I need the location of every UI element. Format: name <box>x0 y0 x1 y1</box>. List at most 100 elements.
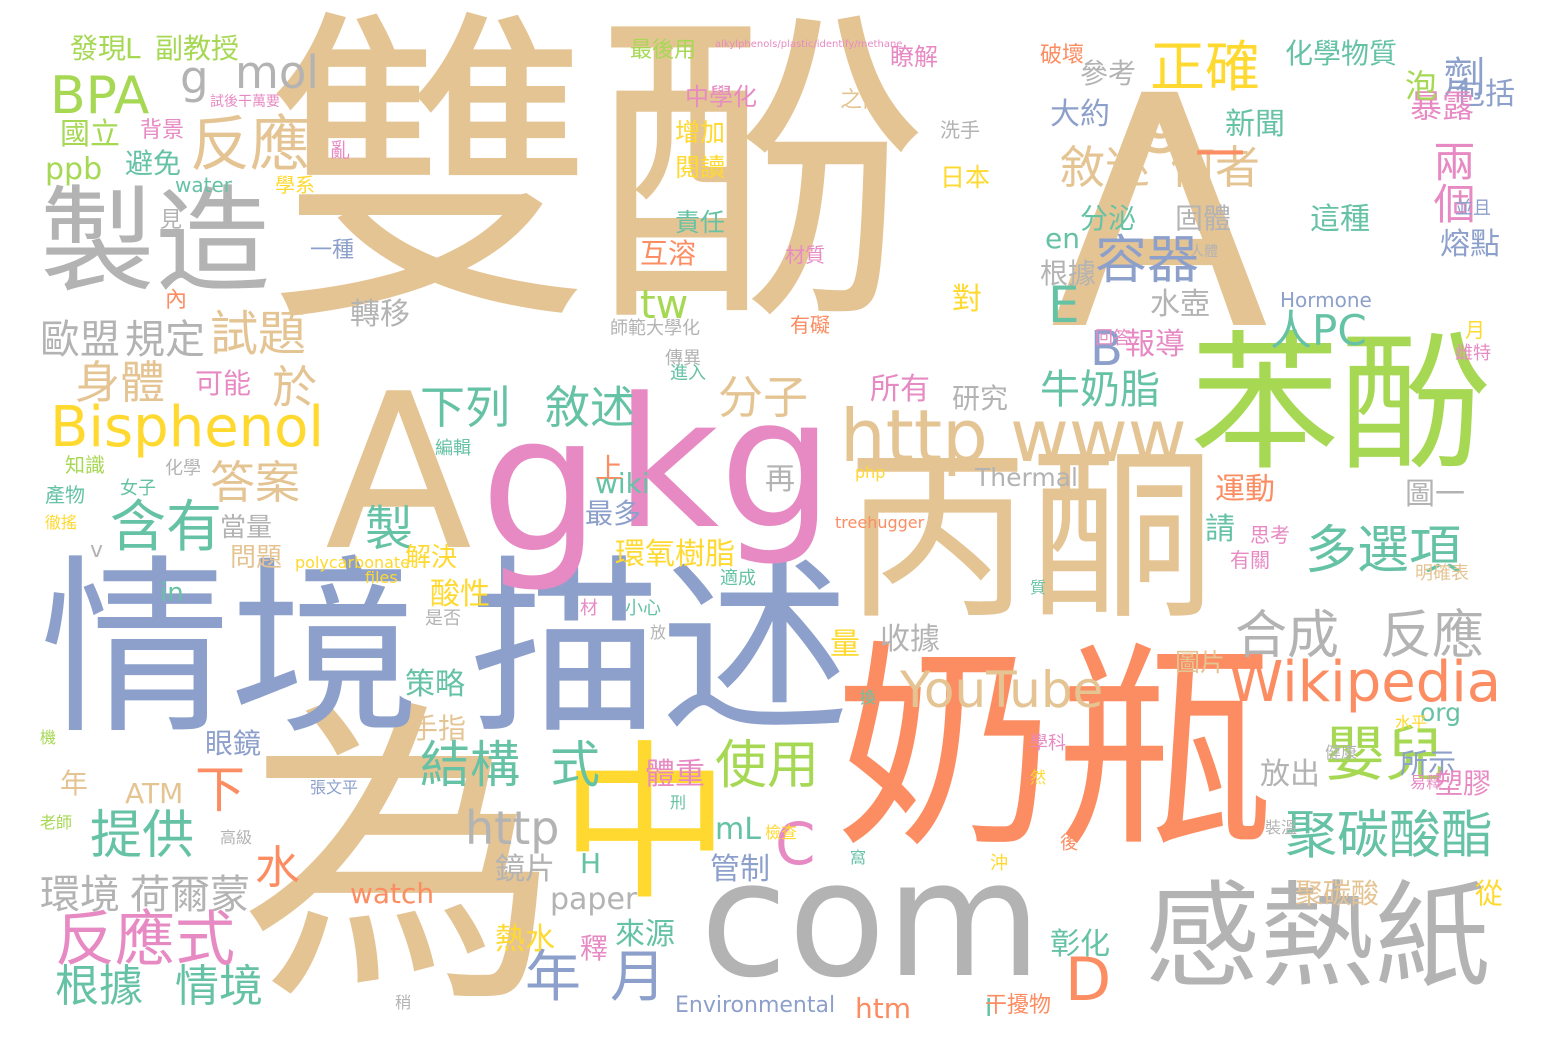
word-cjk-158: 有礙 <box>790 313 830 337</box>
word-cjk-93: 對 <box>952 282 982 317</box>
word-cjk-111: 放出 <box>1260 757 1320 792</box>
word-hormone-157: Hormone <box>1280 288 1372 312</box>
word-cjk-134: 當量 <box>220 513 273 543</box>
word-cjk-172: 徹搖 <box>45 513 78 532</box>
word-www-16: www <box>1010 394 1187 478</box>
word-cjk-78: 新聞 <box>1225 107 1285 142</box>
word-htm-131: htm <box>855 992 911 1025</box>
word-mol-23: mol <box>235 46 319 99</box>
word-cjk-162: 月 <box>1465 318 1485 342</box>
word-cjk-177: 思考 <box>1250 523 1290 547</box>
word-cjk-43: 反應式 <box>55 905 235 975</box>
word-cjk-107: 量 <box>830 627 860 662</box>
word-cjk-83: 熔點 <box>1440 227 1500 262</box>
word-cjk-112: 所示 <box>1400 747 1457 780</box>
word-php-175: php <box>855 463 886 482</box>
word-paper-120: paper <box>550 882 638 917</box>
word-h-118: H <box>580 847 602 880</box>
word-cjk-125: 熱水 <box>495 922 555 957</box>
word-cjk-63: 荷爾蒙 <box>130 872 250 918</box>
word-cjk-0: 雙酚 <box>265 0 925 367</box>
word-cjk-151: 亂 <box>330 138 350 162</box>
word-cjk-199: 窩 <box>850 848 867 867</box>
word-cjk-89: 水壺 <box>1150 287 1210 322</box>
word-cjk-182: 材 <box>580 598 598 619</box>
word-ml-117: mL <box>715 812 761 847</box>
word-cjk-71: 避免 <box>125 147 182 180</box>
word-cjk-102: 最多 <box>585 497 642 530</box>
word-cjk-123: 年 <box>60 767 89 800</box>
word-a-8: A <box>325 347 473 598</box>
word-cjk-109: 手指 <box>410 712 467 745</box>
word-cjk-11: 中 <box>560 726 731 924</box>
word-d-58: D <box>1065 945 1112 1015</box>
word-cjk-169: 化學 <box>165 458 201 479</box>
word-cjk-7: 苯酚 <box>1190 318 1491 492</box>
word-e-31: E <box>1048 276 1080 334</box>
word-cjk-185: 是否 <box>425 608 461 629</box>
word-g-9: g <box>480 374 601 595</box>
word-cjk-5: 描述 <box>470 539 851 760</box>
word-cjk-21: 反應 <box>190 110 310 180</box>
word-cjk-6: 丙酮 <box>845 429 1215 645</box>
word-cjk-127: 彰化 <box>1050 927 1110 962</box>
word-cjk-50: 敘述 <box>545 381 636 434</box>
word-cjk-142: 增加 <box>675 118 726 147</box>
word-cjk-164: 師範大學化 <box>610 318 700 339</box>
word-cjk-24: 正確 <box>1150 35 1261 99</box>
word-cjk-105: 策略 <box>405 667 465 702</box>
word-cjk-47: 月 <box>610 945 666 1010</box>
word-l-67: L <box>125 32 141 65</box>
word-cjk-136: 解決 <box>405 543 458 573</box>
word-cjk-154: 見 <box>160 208 183 233</box>
word-cjk-62: 環境 <box>40 872 120 918</box>
word-cjk-85: 分泌 <box>1080 202 1137 235</box>
word-cjk-190: 健康 <box>1325 743 1358 762</box>
word-cjk-170: 產物 <box>45 483 85 507</box>
word-cjk-196: 機 <box>40 728 57 747</box>
word-cjk-99: 再 <box>765 462 795 497</box>
word-cjk-138: 可能 <box>195 367 252 400</box>
word-cjk-55: 身體 <box>75 356 166 409</box>
word-com-12: com <box>700 826 1042 1013</box>
word-cjk-178: 有關 <box>1230 548 1270 572</box>
word-cjk-66: 發現 <box>70 32 127 65</box>
word-cjk-13: 感熱紙 <box>1145 870 1491 1004</box>
word-cjk-30: 容器 <box>1095 231 1200 291</box>
word-cjk-80: 暴露 <box>1410 87 1475 125</box>
word-cjk-98: 圖一 <box>1405 477 1465 512</box>
word-cjk-91: 所有 <box>870 372 930 407</box>
word-cjk-205: 試後干萬要 <box>210 94 280 110</box>
word-cjk-144: 最後用 <box>630 38 697 63</box>
word-cjk-146: 破壞 <box>1040 43 1085 68</box>
word-cjk-186: 質 <box>1030 578 1047 597</box>
word-cjk-203: 刑 <box>670 793 687 812</box>
word-polycarbonate-180: polycarbonate <box>295 553 411 572</box>
word-atm-122: ATM <box>125 777 184 810</box>
word-cjk-38: 聚碳酸酯 <box>1285 806 1494 866</box>
word-cjk-202: 後 <box>1060 833 1078 854</box>
word-cjk-152: 學系 <box>275 173 315 197</box>
word-cjk-200: 然 <box>1030 768 1047 787</box>
word-cjk-115: 體重 <box>645 757 705 792</box>
word-treehugger-176: treehugger <box>835 513 925 532</box>
word-cjk-82: 一 <box>1195 126 1245 184</box>
word-cjk-141: 閱讀 <box>675 153 726 182</box>
word-cjk-25: 劑 <box>1437 55 1486 97</box>
word-cjk-201: 沖 <box>990 853 1008 874</box>
word-cjk-155: 內 <box>165 288 188 313</box>
word-cjk-197: 裝溫 <box>1265 818 1298 837</box>
word-pc-74: 人PC <box>1270 306 1367 355</box>
word-cjk-140: 責任 <box>675 208 726 237</box>
word-cjk-150: 背景 <box>140 118 185 143</box>
word-cjk-34: 多選項 <box>1305 521 1462 581</box>
word-alkylphenols-plastic-identify-methane-206: alkylphenols/plastic/identify/methane <box>715 39 903 50</box>
word-cjk-204: 稍 <box>395 993 412 1012</box>
word-cjk-59: 下 <box>195 761 245 819</box>
word-cjk-110: 眼鏡 <box>205 727 262 760</box>
word-watch-121: watch <box>350 877 435 910</box>
word-cjk-36: 反應 <box>1380 606 1485 666</box>
word-cjk-145: 日本 <box>940 163 991 192</box>
word-cjk-174: 編輯 <box>435 438 471 459</box>
word-bpa-20: BPA <box>50 66 150 126</box>
